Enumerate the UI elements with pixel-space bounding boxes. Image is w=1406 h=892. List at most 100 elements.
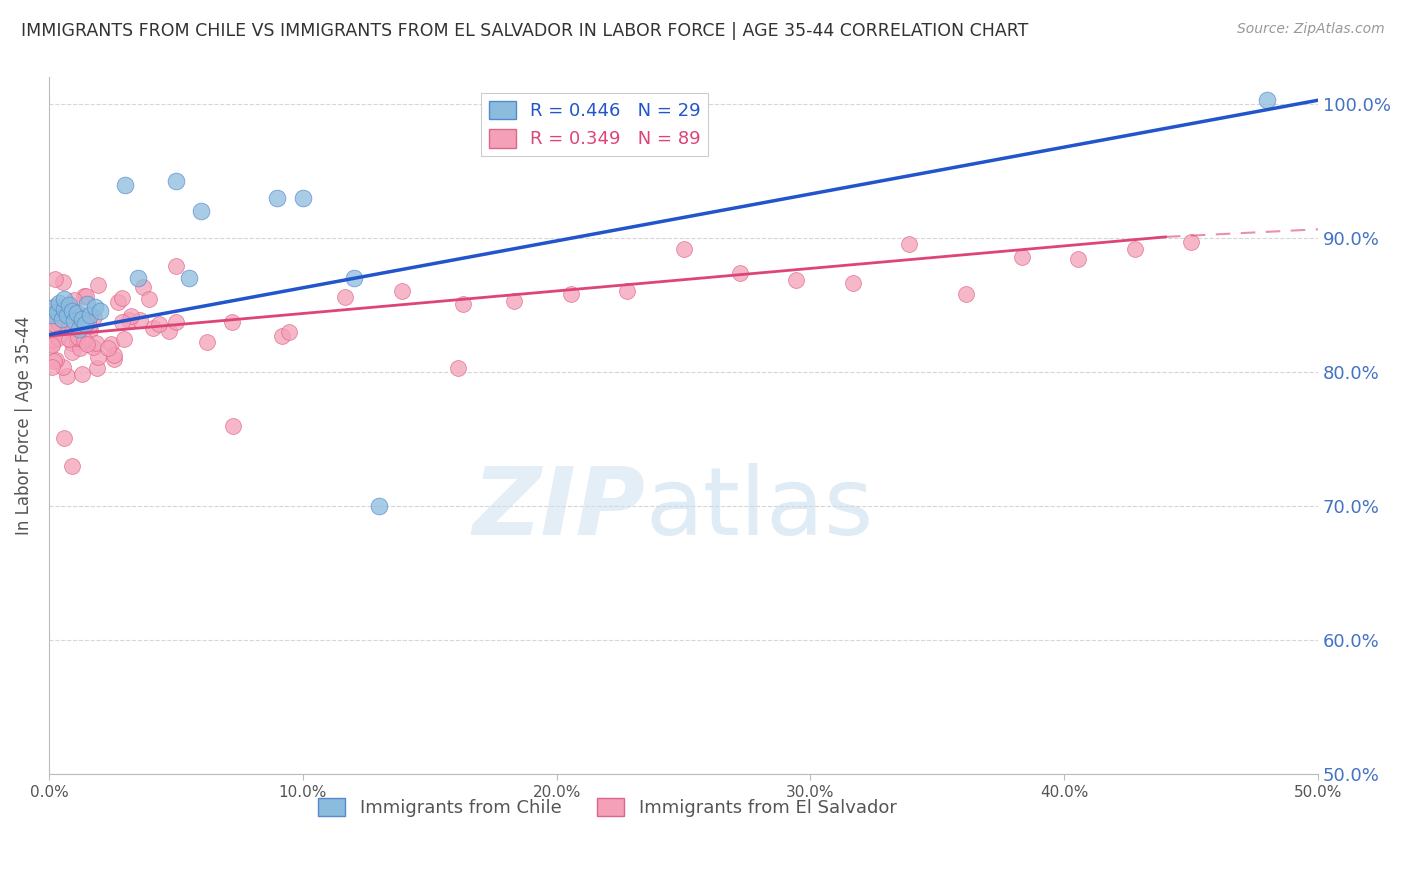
Point <box>560 287 582 301</box>
Point <box>58 299 80 313</box>
Point <box>342 271 364 285</box>
Point <box>142 320 165 334</box>
Point <box>41 359 63 374</box>
Point <box>333 290 356 304</box>
Point <box>56 369 79 384</box>
Point <box>66 310 89 324</box>
Point <box>165 173 187 187</box>
Point <box>41 323 63 337</box>
Point <box>83 310 105 325</box>
Point <box>82 340 104 354</box>
Point <box>111 315 134 329</box>
Point <box>67 312 90 326</box>
Point <box>60 344 83 359</box>
Point <box>1180 235 1202 250</box>
Point <box>107 294 129 309</box>
Point <box>65 331 87 345</box>
Point <box>48 295 70 310</box>
Y-axis label: In Labor Force | Age 35-44: In Labor Force | Age 35-44 <box>15 317 32 535</box>
Text: ZIP: ZIP <box>472 463 645 556</box>
Point <box>157 324 180 338</box>
Point <box>60 458 83 473</box>
Point <box>842 276 865 290</box>
Point <box>60 336 83 351</box>
Point <box>616 284 638 298</box>
Point <box>73 317 96 331</box>
Point <box>503 293 526 308</box>
Point <box>103 352 125 367</box>
Point <box>368 499 391 513</box>
Point <box>165 315 187 329</box>
Point <box>41 337 63 351</box>
Point <box>75 289 97 303</box>
Point <box>41 338 63 352</box>
Point <box>51 311 73 326</box>
Point <box>222 418 245 433</box>
Point <box>898 237 921 252</box>
Point <box>63 314 86 328</box>
Point <box>77 315 100 329</box>
Point <box>121 310 143 324</box>
Point <box>131 280 153 294</box>
Point <box>75 314 97 328</box>
Point <box>89 303 111 318</box>
Text: IMMIGRANTS FROM CHILE VS IMMIGRANTS FROM EL SALVADOR IN LABOR FORCE | AGE 35-44 : IMMIGRANTS FROM CHILE VS IMMIGRANTS FROM… <box>21 22 1028 40</box>
Point <box>44 317 66 331</box>
Point <box>58 298 80 312</box>
Point <box>190 204 212 219</box>
Point <box>291 191 314 205</box>
Point <box>41 324 63 338</box>
Point <box>672 242 695 256</box>
Point <box>128 312 150 326</box>
Point <box>165 259 187 273</box>
Point <box>221 315 243 329</box>
Point <box>447 360 470 375</box>
Point <box>44 354 66 368</box>
Point <box>66 306 89 320</box>
Point <box>53 292 76 306</box>
Point <box>46 331 69 345</box>
Point <box>266 191 288 205</box>
Point <box>70 367 93 381</box>
Point <box>391 284 413 298</box>
Point <box>52 276 75 290</box>
Point <box>277 325 299 339</box>
Point <box>58 332 80 346</box>
Point <box>103 348 125 362</box>
Point <box>55 308 77 322</box>
Point <box>41 301 63 316</box>
Point <box>41 308 63 322</box>
Point <box>52 360 75 375</box>
Point <box>1067 252 1090 267</box>
Point <box>79 308 101 322</box>
Point <box>785 273 807 287</box>
Point <box>97 341 120 355</box>
Point <box>177 271 200 285</box>
Point <box>76 297 98 311</box>
Point <box>118 313 141 327</box>
Point <box>44 271 66 285</box>
Point <box>45 314 67 328</box>
Text: atlas: atlas <box>645 463 873 556</box>
Point <box>955 286 977 301</box>
Point <box>1256 93 1278 107</box>
Point <box>1123 242 1146 256</box>
Point <box>45 305 67 319</box>
Point <box>53 302 76 317</box>
Point <box>127 271 149 285</box>
Point <box>197 334 219 349</box>
Point <box>453 297 475 311</box>
Point <box>63 293 86 308</box>
Point <box>87 278 110 293</box>
Point <box>148 317 170 331</box>
Point <box>79 323 101 337</box>
Point <box>69 342 91 356</box>
Point <box>66 309 89 323</box>
Point <box>48 316 70 330</box>
Point <box>114 332 136 346</box>
Point <box>70 311 93 326</box>
Point <box>49 304 72 318</box>
Legend: Immigrants from Chile, Immigrants from El Salvador: Immigrants from Chile, Immigrants from E… <box>311 790 904 824</box>
Point <box>67 322 90 336</box>
Point <box>51 319 73 334</box>
